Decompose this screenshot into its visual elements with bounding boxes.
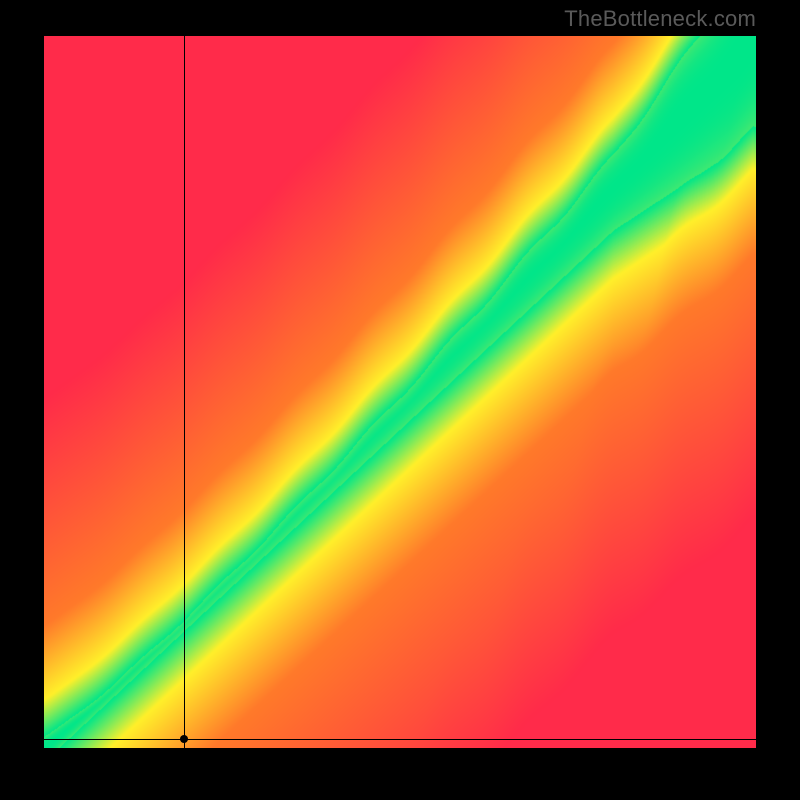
crosshair-vertical	[184, 36, 185, 748]
crosshair-horizontal	[44, 739, 756, 740]
heatmap-plot	[44, 36, 756, 748]
watermark-text: TheBottleneck.com	[564, 6, 756, 32]
crosshair-marker	[180, 735, 188, 743]
heatmap-canvas	[44, 36, 756, 748]
